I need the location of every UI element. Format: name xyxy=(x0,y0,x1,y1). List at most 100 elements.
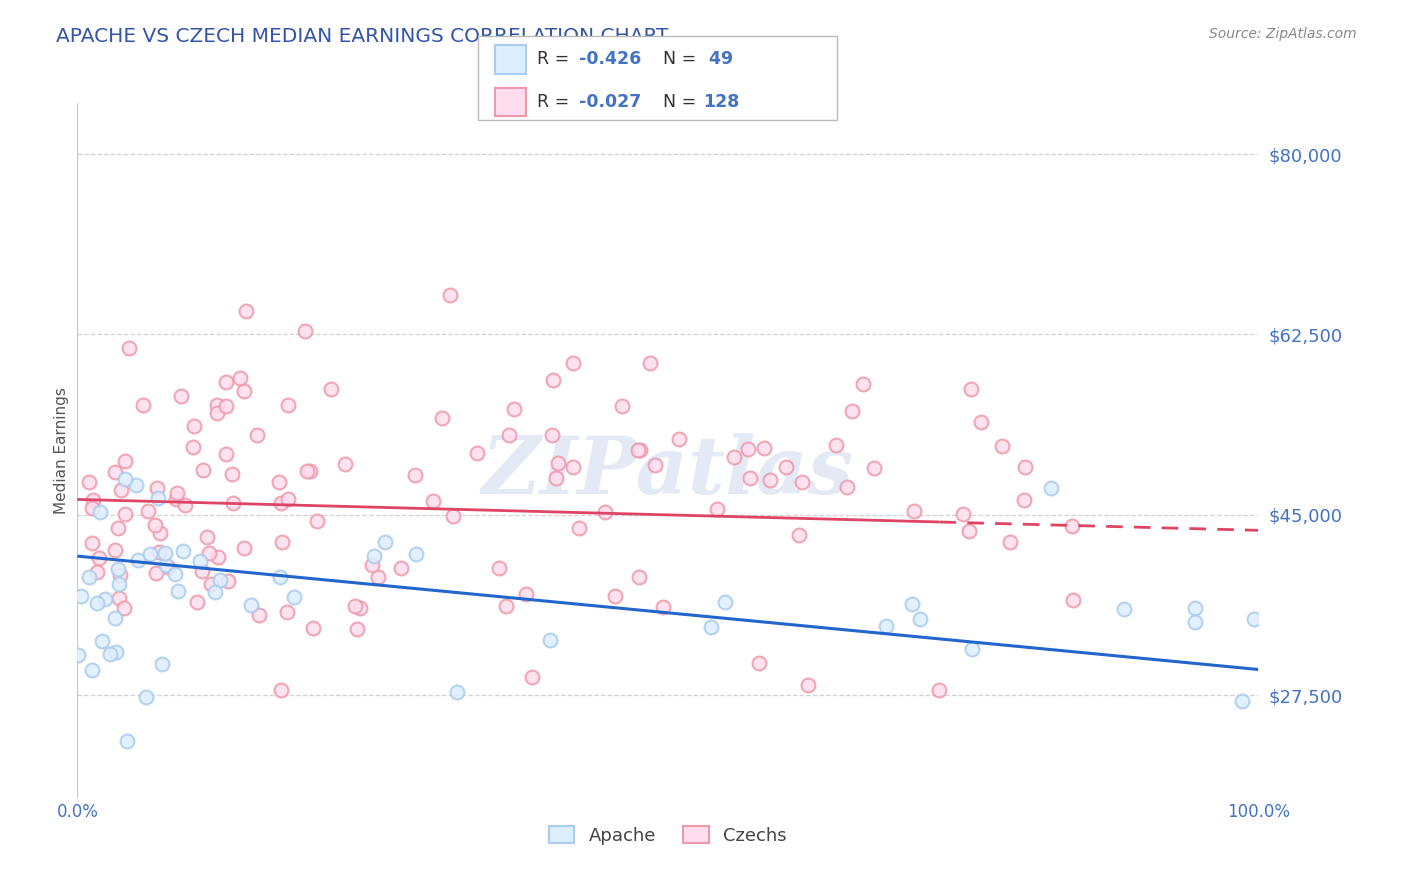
Point xyxy=(998,535,1021,549)
Point xyxy=(335,457,357,471)
Point xyxy=(349,601,371,615)
Point xyxy=(107,591,129,605)
Point xyxy=(166,486,188,500)
Point xyxy=(638,356,661,370)
Point xyxy=(301,621,323,635)
Point xyxy=(841,404,863,418)
Point xyxy=(863,460,886,475)
Point xyxy=(247,607,270,622)
Point xyxy=(108,567,131,582)
Point xyxy=(520,670,543,684)
Point xyxy=(67,648,90,662)
Text: R =: R = xyxy=(537,93,575,111)
Point xyxy=(135,690,157,704)
Point xyxy=(875,619,897,633)
Point xyxy=(267,475,290,489)
Point xyxy=(547,456,569,470)
Point xyxy=(82,492,104,507)
Point xyxy=(495,599,517,613)
Point xyxy=(270,496,292,510)
Point xyxy=(167,583,190,598)
Point xyxy=(104,611,127,625)
Point xyxy=(80,536,103,550)
Text: ZIPatlas: ZIPatlas xyxy=(482,433,853,510)
Text: 128: 128 xyxy=(703,93,740,111)
Point xyxy=(319,382,342,396)
Point xyxy=(758,473,780,487)
Legend: Apache, Czechs: Apache, Czechs xyxy=(541,819,794,852)
Point xyxy=(432,410,454,425)
Point xyxy=(149,526,172,541)
Point xyxy=(1184,615,1206,630)
Point xyxy=(118,341,141,355)
Point xyxy=(221,467,243,481)
Point xyxy=(145,481,167,495)
Point xyxy=(651,599,673,614)
Point xyxy=(738,471,761,485)
Point xyxy=(593,505,616,519)
Point xyxy=(928,683,950,698)
Point xyxy=(561,356,583,370)
Point xyxy=(270,683,292,698)
Point xyxy=(174,499,197,513)
Point xyxy=(107,562,129,576)
Point xyxy=(181,440,204,454)
Text: N =: N = xyxy=(652,93,702,111)
Point xyxy=(957,524,980,538)
Point xyxy=(367,570,389,584)
Point xyxy=(748,656,770,670)
Point xyxy=(157,559,180,574)
Point xyxy=(188,553,211,567)
Point xyxy=(1062,593,1084,607)
Point xyxy=(1112,602,1135,616)
Point xyxy=(125,477,148,491)
Point xyxy=(787,528,810,542)
Point xyxy=(1062,519,1084,533)
Point xyxy=(515,587,537,601)
Point xyxy=(271,535,294,549)
Point xyxy=(86,565,108,579)
Point xyxy=(498,427,520,442)
Point xyxy=(79,570,101,584)
Point xyxy=(361,558,384,572)
Point xyxy=(246,427,269,442)
Point xyxy=(86,596,108,610)
Point xyxy=(152,657,174,671)
Point xyxy=(422,494,444,508)
Point xyxy=(305,514,328,528)
Point xyxy=(104,465,127,479)
Point xyxy=(792,475,814,489)
Point xyxy=(91,634,114,648)
Point xyxy=(80,663,103,677)
Point xyxy=(439,288,461,302)
Point xyxy=(952,507,974,521)
Point xyxy=(991,439,1014,453)
Text: -0.426: -0.426 xyxy=(579,51,641,69)
Point xyxy=(153,546,176,560)
Point xyxy=(143,517,166,532)
Point xyxy=(148,545,170,559)
Point xyxy=(208,573,231,587)
Text: APACHE VS CZECH MEDIAN EARNINGS CORRELATION CHART: APACHE VS CZECH MEDIAN EARNINGS CORRELAT… xyxy=(56,27,669,45)
Point xyxy=(200,576,222,591)
Point xyxy=(699,620,721,634)
Point xyxy=(562,460,585,475)
Point xyxy=(502,401,524,416)
Point xyxy=(172,544,194,558)
Point xyxy=(299,465,322,479)
Point xyxy=(970,415,993,429)
Point xyxy=(232,541,254,555)
Point xyxy=(183,419,205,434)
Point xyxy=(344,599,367,614)
Text: Source: ZipAtlas.com: Source: ZipAtlas.com xyxy=(1209,27,1357,41)
Point xyxy=(239,599,262,613)
Point xyxy=(104,645,127,659)
Point xyxy=(276,605,298,619)
Point xyxy=(538,633,561,648)
Point xyxy=(138,503,160,517)
Point xyxy=(825,437,848,451)
Point xyxy=(1184,600,1206,615)
Point xyxy=(110,483,132,497)
Point xyxy=(1243,612,1265,626)
Point xyxy=(98,647,121,661)
